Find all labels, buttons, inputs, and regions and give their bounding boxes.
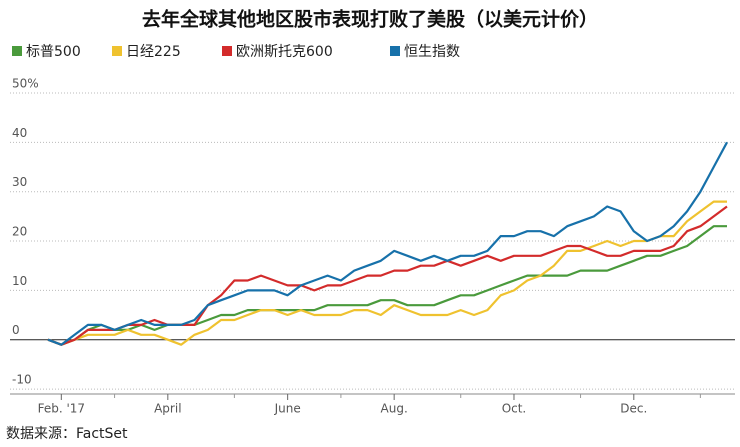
- legend-label: 欧洲斯托克600: [236, 44, 333, 60]
- y-tick-label: 50%: [12, 77, 39, 91]
- x-tick-label: April: [154, 402, 181, 416]
- legend-swatch: [390, 46, 400, 56]
- series-line: [47, 205, 728, 346]
- legend-label: 日经225: [126, 44, 181, 60]
- series-line: [47, 200, 727, 346]
- y-tick-label: -10: [12, 373, 32, 387]
- y-tick-label: 0: [12, 323, 20, 337]
- legend-swatch: [222, 46, 232, 56]
- x-tick-label: June: [274, 402, 301, 416]
- x-tick-label: Dec.: [620, 402, 647, 416]
- series-line: [47, 225, 727, 346]
- legend-label: 标普500: [26, 44, 81, 60]
- source: 数据来源：FactSet: [6, 426, 128, 442]
- series-line: [47, 141, 728, 346]
- legend-swatch: [112, 46, 122, 56]
- x-tick-label: Oct.: [502, 402, 527, 416]
- y-tick-label: 20: [12, 225, 27, 239]
- legend-swatch: [12, 46, 22, 56]
- y-tick-label: 10: [12, 274, 27, 288]
- chart-title: 去年全球其他地区股市表现打败了美股（以美元计价）: [142, 8, 598, 31]
- x-tick-label: Feb. '17: [38, 402, 85, 416]
- y-tick-label: 40: [12, 126, 27, 140]
- x-tick-label: Aug.: [381, 402, 408, 416]
- y-tick-label: 30: [12, 175, 27, 189]
- legend-label: 恒生指数: [404, 44, 460, 60]
